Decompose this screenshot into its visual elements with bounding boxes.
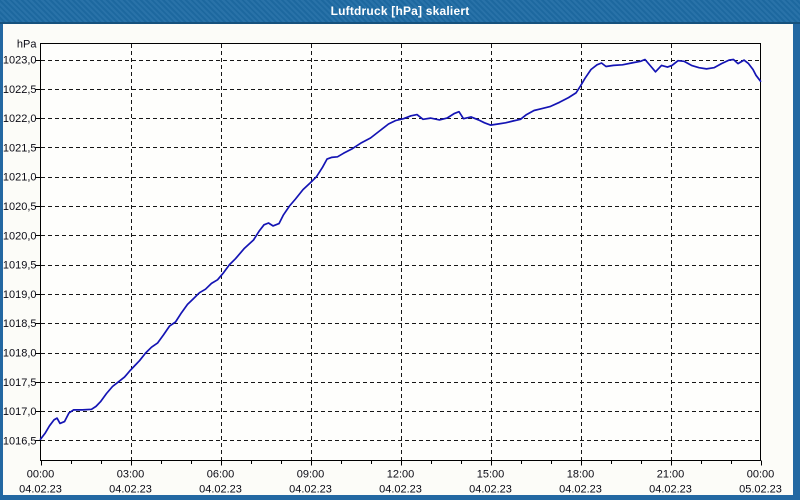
y-axis-unit-label: hPa: [17, 39, 37, 51]
y-tick-label: 1022,0: [3, 113, 37, 125]
window-border: [0, 24, 800, 500]
y-tick-label: 1019,5: [3, 260, 37, 272]
x-tick-date-label: 04.02.23: [469, 484, 512, 496]
x-tick-date-label: 05.02.23: [739, 484, 782, 496]
y-tick-label: 1019,0: [3, 289, 37, 301]
x-tick-date-label: 04.02.23: [649, 484, 692, 496]
x-tick-date-label: 04.02.23: [559, 484, 602, 496]
x-tick-time-label: 00:00: [747, 469, 775, 481]
plot-frame: [40, 43, 761, 461]
x-tick-time-label: 03:00: [117, 469, 145, 481]
y-tick-label: 1023,0: [3, 55, 37, 67]
y-tick-label: 1016,5: [3, 435, 37, 447]
y-tick-label: 1020,0: [3, 230, 37, 242]
x-tick-time-label: 12:00: [387, 469, 415, 481]
x-tick-date-label: 04.02.23: [109, 484, 152, 496]
x-tick-date-label: 04.02.23: [289, 484, 332, 496]
axis-ticks: [35, 60, 762, 466]
y-tick-label: 1018,5: [3, 318, 37, 330]
gridlines: [41, 44, 760, 460]
x-tick-date-label: 04.02.23: [199, 484, 242, 496]
y-tick-label: 1021,0: [3, 172, 37, 184]
x-tick-time-label: 21:00: [657, 469, 685, 481]
y-tick-label: 1017,5: [3, 377, 37, 389]
window-titlebar[interactable]: Luftdruck [hPa] skaliert: [0, 0, 800, 24]
x-axis-labels: 00:00 04.02.23 03:00 04.02.23 06:00 04.02.23 0…: [19, 469, 782, 496]
x-tick-date-label: 04.02.23: [379, 484, 422, 496]
y-tick-label: 1021,5: [3, 142, 37, 154]
y-tick-label: 1022,5: [3, 84, 37, 96]
y-tick-label: 1020,5: [3, 201, 37, 213]
x-tick-time-label: 06:00: [207, 469, 235, 481]
x-tick-date-label: 04.02.23: [19, 484, 62, 496]
window-title: Luftdruck [hPa] skaliert: [330, 4, 470, 18]
y-axis-labels: hPa 1023,0 1022,5 1022,0 1021,5 1021,0 1020,5 1…: [3, 39, 38, 448]
x-tick-time-label: 00:00: [27, 469, 55, 481]
pressure-series-line: [39, 58, 762, 441]
y-tick-label: 1018,0: [3, 348, 37, 360]
x-tick-time-label: 15:00: [477, 469, 505, 481]
x-tick-time-label: 18:00: [567, 469, 595, 481]
x-tick-time-label: 09:00: [297, 469, 325, 481]
plot-background: [40, 43, 761, 461]
y-tick-label: 1017,0: [3, 406, 37, 418]
